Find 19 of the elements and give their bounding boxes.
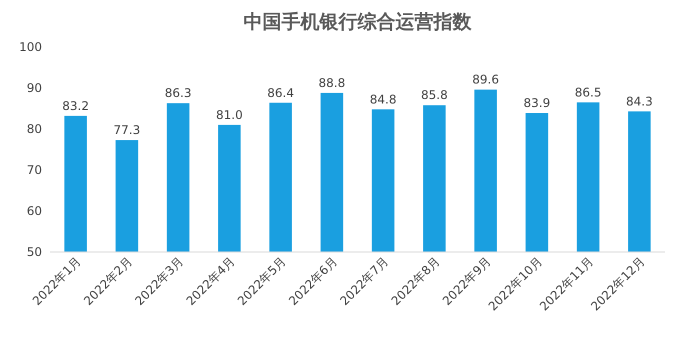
data-label: 86.4: [267, 86, 294, 100]
data-label: 84.8: [370, 92, 396, 106]
data-label: 83.9: [524, 96, 550, 110]
y-tick-label: 80: [26, 122, 42, 136]
y-tick-label: 60: [26, 204, 42, 218]
y-tick-label: 90: [26, 81, 42, 95]
chart-title: 中国手机银行综合运营指数: [244, 11, 472, 33]
data-label: 85.8: [421, 88, 448, 102]
y-tick-label: 70: [26, 163, 42, 177]
y-tick-label: 100: [19, 40, 42, 54]
data-label: 77.3: [114, 123, 140, 138]
data-label: 84.3: [626, 94, 653, 108]
data-label: 88.8: [318, 76, 346, 90]
data-label: 86.5: [574, 85, 602, 100]
data-label: 89.6: [472, 72, 499, 87]
data-label: 81.0: [216, 108, 243, 122]
y-tick-label: 50: [26, 245, 42, 259]
data-label: 83.2: [62, 98, 89, 113]
data-label: 86.3: [164, 86, 192, 100]
